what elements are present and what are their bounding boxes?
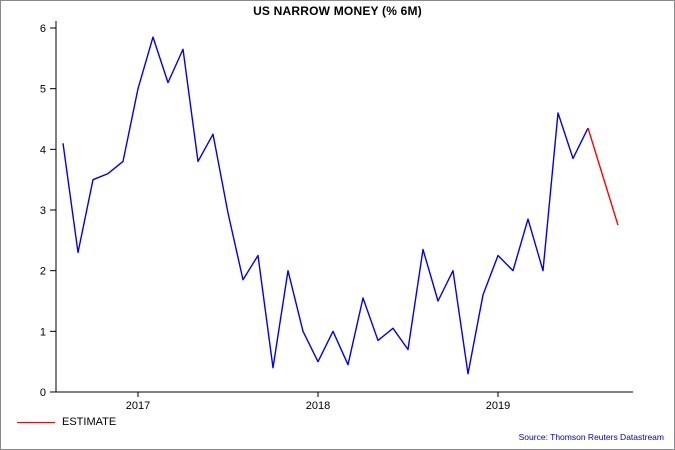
x-tick-label: 2017 [126,400,150,412]
series-line-actual [62,36,589,375]
y-tick-label: 5 [40,84,46,96]
x-tick-label: 2018 [306,400,330,412]
source-attribution: Source: Thomson Reuters Datastream [518,432,664,442]
y-tick-label: 2 [40,266,46,278]
x-tick-label: 2019 [486,400,510,412]
y-tick-label: 3 [40,205,46,217]
estimate-line-swatch [17,421,55,423]
y-tick-label: 0 [40,387,46,399]
y-tick-label: 4 [40,144,46,156]
series-line-estimate [587,127,619,226]
legend: ESTIMATE [17,415,116,429]
chart-title: US NARROW MONEY (% 6M) [253,4,422,18]
y-tick-label: 1 [40,326,46,338]
y-tick-label: 6 [40,23,46,35]
legend-label: ESTIMATE [62,416,117,428]
